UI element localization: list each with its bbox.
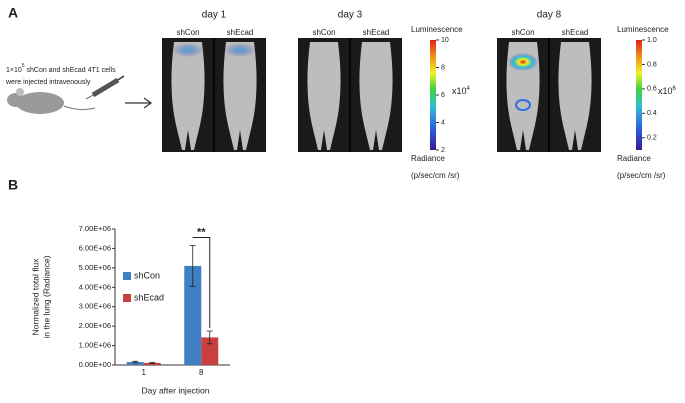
colorbar-title: Luminescence <box>411 25 463 34</box>
bar <box>143 362 161 365</box>
colorbar-tick-label: 10 <box>441 37 449 44</box>
mouse-image <box>171 42 205 150</box>
image-label: shCon <box>312 28 335 37</box>
colorbar-multiplier: x104 <box>452 86 471 97</box>
legend-label: shCon <box>134 270 160 280</box>
colorbar-tick-label: 0.2 <box>647 135 657 142</box>
colorbar-title: Luminescence <box>617 25 669 34</box>
colorbar-tick-label: 0.8 <box>647 61 657 68</box>
unit: (p/sec/cm /sr) <box>617 171 666 180</box>
x-axis-label: Day after injection <box>141 385 209 395</box>
day-title: day 3 <box>338 10 363 21</box>
unit-name: Radiance <box>617 154 651 163</box>
injection-text: 1×105 shCon and shEcad 4T1 cells <box>6 63 116 74</box>
signal <box>515 99 531 111</box>
colorbar-tick-label: 2 <box>441 147 445 154</box>
multiplier: x10 <box>452 86 467 96</box>
mouse-image <box>558 42 592 150</box>
x-tick-label: 1 <box>142 368 147 377</box>
signal <box>172 43 204 57</box>
colorbar-tick-label: 0.4 <box>647 110 657 117</box>
injection-text: were injected intravenously <box>5 79 91 86</box>
legend-swatch <box>123 294 131 302</box>
error-bar <box>206 330 213 345</box>
bar <box>184 265 202 365</box>
day-title: day 8 <box>537 10 562 21</box>
mouse-image <box>307 42 341 150</box>
day-title: day 1 <box>202 10 227 21</box>
colorbar-tick-label: 1.0 <box>647 37 657 44</box>
legend-swatch <box>123 272 131 280</box>
y-tick-label: 0.00E+00 <box>79 360 111 369</box>
exponent: 4 <box>467 86 471 92</box>
unit: (p/sec/cm /sr) <box>411 171 460 180</box>
mouse-image <box>223 42 257 150</box>
legend-label: shEcad <box>134 292 164 302</box>
image-label: shEcad <box>363 28 390 37</box>
colorbar-multiplier: x106 <box>658 86 677 97</box>
y-tick-label: 4.00E+06 <box>79 282 111 291</box>
x-tick-label: 8 <box>199 368 204 377</box>
error-bar <box>132 360 139 364</box>
y-tick-label: 5.00E+06 <box>79 263 111 272</box>
panel-label: B <box>8 177 18 193</box>
error-bar <box>189 245 196 287</box>
colorbar-tick-label: 6 <box>441 92 445 99</box>
annotation: ** <box>197 226 206 238</box>
signal <box>224 43 256 57</box>
image-label: shEcad <box>562 28 589 37</box>
y-tick-label: 1.00E+06 <box>79 341 111 350</box>
panel-label: A <box>8 5 18 21</box>
colorbar <box>430 40 436 150</box>
y-axis-label: Normalized total flux <box>30 258 40 336</box>
colorbar <box>636 40 642 150</box>
y-tick-label: 3.00E+06 <box>79 302 111 311</box>
bar <box>201 337 219 365</box>
y-tick-label: 7.00E+06 <box>79 224 111 233</box>
y-tick-label: 6.00E+06 <box>79 243 111 252</box>
multiplier: x10 <box>658 86 673 96</box>
image-label: shCon <box>176 28 199 37</box>
exponent: 6 <box>673 86 677 92</box>
colorbar-tick-label: 0.6 <box>647 86 657 93</box>
image-label: shEcad <box>227 28 254 37</box>
mouse-image <box>359 42 393 150</box>
y-tick-label: 2.00E+06 <box>79 321 111 330</box>
mouse-cartoon <box>7 75 153 114</box>
significance-bracket <box>192 237 211 328</box>
colorbar-tick-label: 4 <box>441 119 445 126</box>
y-axis-label: in the lung (Radiance) <box>41 255 51 338</box>
error-bar <box>149 361 156 364</box>
signal <box>508 53 538 71</box>
bar <box>126 362 144 365</box>
unit-name: Radiance <box>411 154 445 163</box>
image-label: shCon <box>511 28 534 37</box>
colorbar-tick-label: 8 <box>441 64 445 71</box>
